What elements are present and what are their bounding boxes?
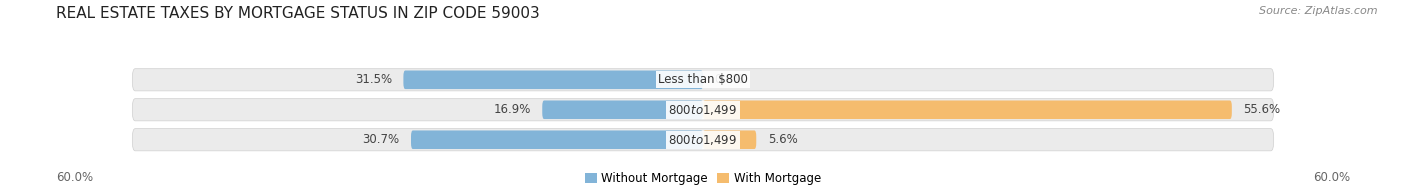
Text: $800 to $1,499: $800 to $1,499	[668, 103, 738, 117]
Text: 0.0%: 0.0%	[714, 73, 744, 86]
Text: 60.0%: 60.0%	[1313, 171, 1350, 184]
FancyBboxPatch shape	[404, 71, 703, 89]
Text: $800 to $1,499: $800 to $1,499	[668, 133, 738, 147]
FancyBboxPatch shape	[132, 129, 1274, 151]
Text: REAL ESTATE TAXES BY MORTGAGE STATUS IN ZIP CODE 59003: REAL ESTATE TAXES BY MORTGAGE STATUS IN …	[56, 6, 540, 21]
FancyBboxPatch shape	[703, 131, 756, 149]
Legend: Without Mortgage, With Mortgage: Without Mortgage, With Mortgage	[581, 168, 825, 190]
FancyBboxPatch shape	[132, 99, 1274, 121]
Text: 30.7%: 30.7%	[363, 133, 399, 146]
Text: Source: ZipAtlas.com: Source: ZipAtlas.com	[1260, 6, 1378, 16]
FancyBboxPatch shape	[132, 69, 1274, 91]
FancyBboxPatch shape	[411, 131, 703, 149]
Text: Less than $800: Less than $800	[658, 73, 748, 86]
Text: 16.9%: 16.9%	[494, 103, 531, 116]
Text: 5.6%: 5.6%	[768, 133, 797, 146]
Text: 55.6%: 55.6%	[1243, 103, 1281, 116]
FancyBboxPatch shape	[703, 101, 1232, 119]
Text: 60.0%: 60.0%	[56, 171, 93, 184]
Text: 31.5%: 31.5%	[354, 73, 392, 86]
FancyBboxPatch shape	[543, 101, 703, 119]
